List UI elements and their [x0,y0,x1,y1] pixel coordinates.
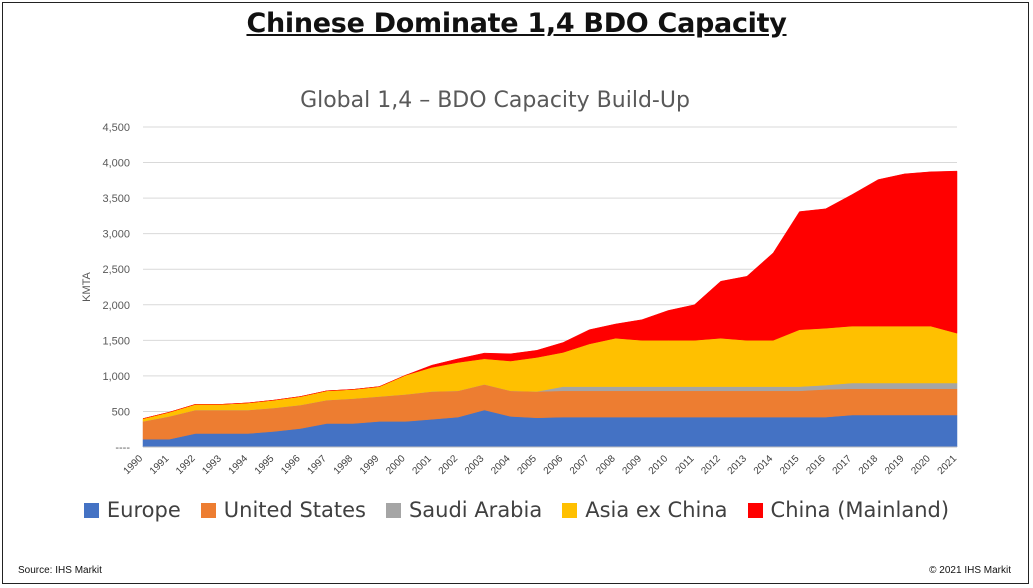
x-tick-label: 2002 [437,453,461,477]
legend-label: Saudi Arabia [408,498,543,522]
legend-label: Asia ex China [585,498,728,522]
y-tick-label: 4,500 [102,122,130,134]
x-tick-label: 1991 [148,453,172,477]
x-tick-label: 2005 [515,453,539,477]
legend-item-saudi-arabia: Saudi Arabia [385,498,543,522]
x-tick-label: 2018 [857,453,881,477]
x-tick-label: 2014 [752,453,776,477]
x-tick-label: 2012 [699,453,723,477]
legend-label: Europe [106,498,181,522]
page-headline: Chinese Dominate 1,4 BDO Capacity [246,8,787,39]
legend-swatch [200,502,216,518]
source-note: Source: IHS Markit [18,565,102,576]
legend-item-china-mainland: China (Mainland) [747,498,950,522]
legend-swatch [83,502,99,518]
y-tick-label: ---- [115,442,130,454]
legend-swatch [385,502,401,518]
x-tick-label: 1999 [358,453,382,477]
legend-swatch [562,502,578,518]
legend-label: China (Mainland) [770,498,950,522]
x-tick-label: 2004 [489,453,513,477]
x-tick-label: 2010 [647,453,671,477]
x-tick-label: 2006 [542,453,566,477]
x-tick-label: 2015 [778,453,802,477]
y-tick-label: 3,000 [102,229,130,241]
x-tick-label: 2019 [883,453,907,477]
legend-item-united-states: United States [200,498,366,522]
x-tick-label: 2011 [674,453,697,476]
x-tick-label: 1990 [122,453,146,477]
x-tick-label: 1997 [305,453,329,477]
x-tick-label: 2001 [410,453,434,477]
x-tick-label: 1993 [200,453,224,477]
y-tick-label: 1,500 [102,335,130,347]
x-tick-label: 2020 [909,453,933,477]
legend-item-europe: Europe [83,498,181,522]
x-tick-label: 1998 [332,453,356,477]
x-tick-label: 2003 [463,453,487,477]
y-tick-label: 1,000 [102,371,130,383]
legend-item-asia-ex-china: Asia ex China [562,498,728,522]
y-axis-label: KMTA [81,271,93,301]
x-tick-label: 2009 [621,453,645,477]
x-tick-label: 1995 [253,453,277,477]
legend-swatch [747,502,763,518]
x-tick-label: 2007 [568,453,592,477]
copyright-note: © 2021 IHS Markit [929,565,1011,576]
y-tick-label: 3,500 [102,193,130,205]
y-tick-label: 500 [112,406,130,418]
y-tick-label: 4,000 [102,158,130,170]
x-tick-label: 2008 [594,453,618,477]
x-tick-label: 1992 [174,453,198,477]
y-tick-label: 2,500 [102,264,130,276]
x-tick-label: 1996 [279,453,303,477]
x-tick-label: 2017 [831,453,855,477]
x-tick-label: 2021 [936,453,960,477]
x-tick-label: 1994 [227,453,251,477]
x-tick-label: 2000 [384,453,408,477]
y-tick-label: 2,000 [102,300,130,312]
x-tick-label: 2016 [804,453,828,477]
chart-title: Global 1,4 – BDO Capacity Build-Up [300,88,690,113]
chart-legend: Europe United States Saudi Arabia Asia ex C… [0,498,1033,522]
legend-label: United States [223,498,366,522]
area-china-mainland [142,170,958,419]
x-tick-label: 2013 [726,453,750,477]
